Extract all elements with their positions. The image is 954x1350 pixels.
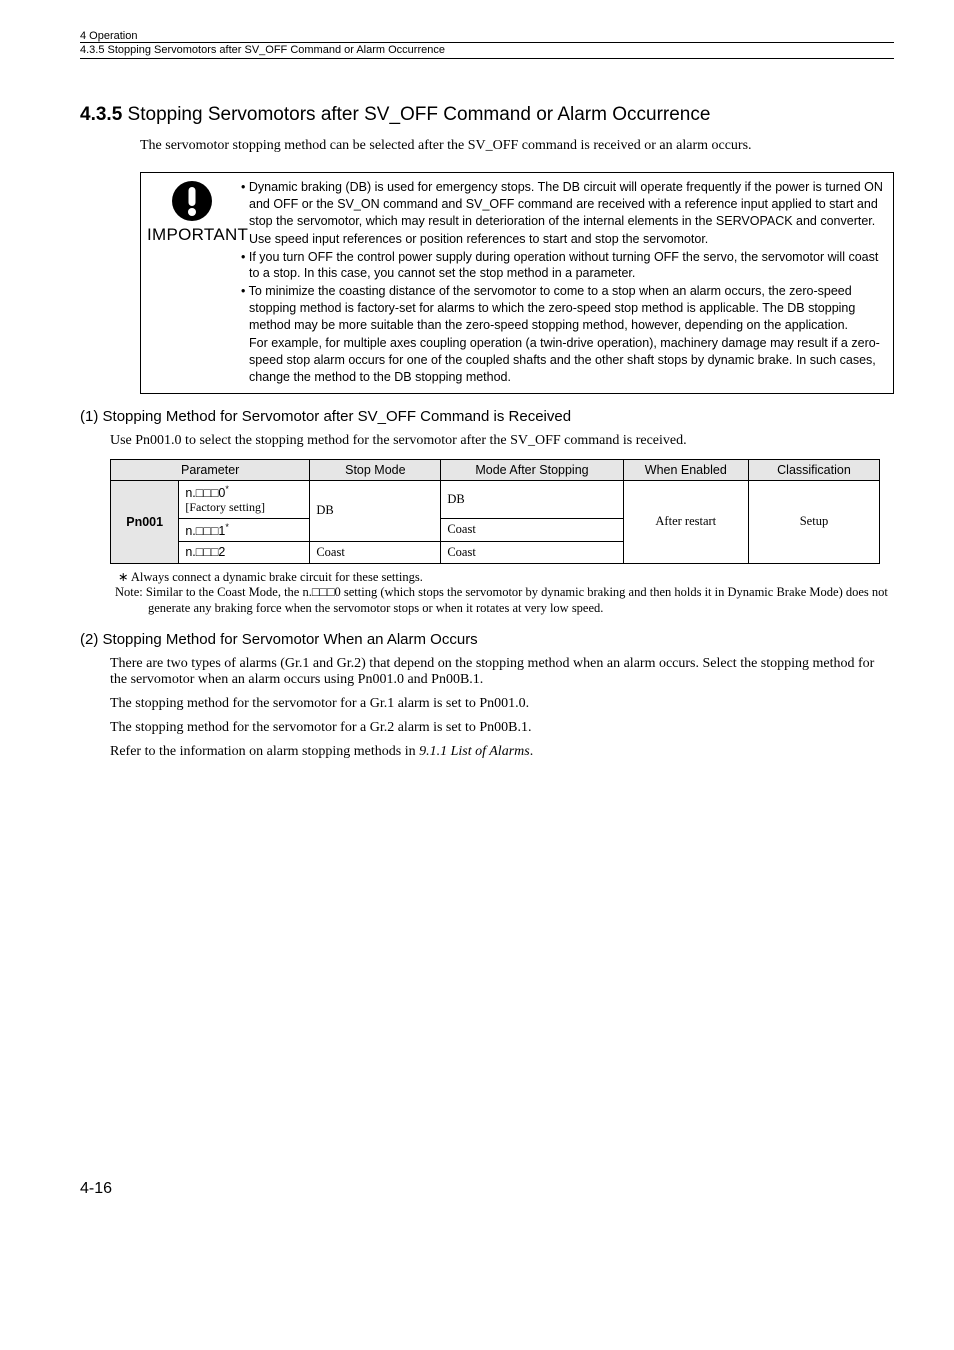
page: 4 Operation 4.3.5 Stopping Servomotors a… (0, 0, 954, 1228)
after-cell: Coast (441, 518, 623, 541)
param-cell: n.□□□2 (179, 541, 310, 563)
th-classification: Classification (748, 459, 879, 480)
subsection-heading: (2) Stopping Method for Servomotor When … (80, 631, 894, 648)
after-cell: DB (441, 480, 623, 518)
paragraph: There are two types of alarms (Gr.1 and … (110, 656, 894, 688)
subsection-number: (1) (80, 408, 98, 425)
paragraph: The stopping method for the servomotor f… (110, 720, 894, 736)
callout-bullet: To minimize the coasting distance of the… (237, 283, 885, 334)
param-cell: n.□□□1* (179, 518, 310, 541)
th-stop-mode: Stop Mode (310, 459, 441, 480)
factory-setting: [Factory setting] (185, 500, 265, 514)
note-text: Note: Similar to the Coast Mode, the n.□… (110, 585, 894, 616)
subsection-title: Stopping Method for Servomotor after SV_… (103, 408, 572, 425)
ref-prefix: Refer to the information on alarm stoppi… (110, 744, 419, 759)
param-sup: * (225, 522, 229, 532)
section-title: 4.3.5 Stopping Servomotors after SV_OFF … (80, 104, 894, 126)
ref-suffix: . (530, 744, 534, 759)
classification-cell: Setup (748, 480, 879, 563)
asterisk-note: ∗ Always connect a dynamic brake circuit… (110, 570, 894, 586)
table-notes: ∗ Always connect a dynamic brake circuit… (110, 570, 894, 617)
param-value: n.□□□1 (185, 524, 225, 538)
header-chapter: 4 Operation (80, 30, 894, 43)
table-header-row: Parameter Stop Mode Mode After Stopping … (111, 459, 880, 480)
param-sup: * (225, 484, 229, 494)
page-number: 4-16 (80, 1180, 894, 1198)
subsection-heading: (1) Stopping Method for Servomotor after… (80, 408, 894, 425)
important-callout: IMPORTANT Dynamic braking (DB) is used f… (140, 172, 894, 394)
header-section: 4.3.5 Stopping Servomotors after SV_OFF … (80, 44, 894, 59)
paragraph: The stopping method for the servomotor f… (110, 696, 894, 712)
subsection-title: Stopping Method for Servomotor When an A… (103, 631, 478, 648)
th-parameter: Parameter (111, 459, 310, 480)
section-subtitle: The servomotor stopping method can be se… (140, 138, 894, 154)
stop-mode-cell: DB (310, 480, 441, 541)
stop-mode-cell: Coast (310, 541, 441, 563)
after-cell: Coast (441, 541, 623, 563)
callout-icon-column: IMPORTANT (147, 179, 237, 245)
callout-continuation: Use speed input references or position r… (237, 231, 885, 248)
important-label: IMPORTANT (147, 225, 237, 245)
ref-link: 9.1.1 List of Alarms (419, 744, 530, 759)
parameter-table: Parameter Stop Mode Mode After Stopping … (110, 459, 880, 564)
param-cell: n.□□□0* [Factory setting] (179, 480, 310, 518)
callout-bullet: Dynamic braking (DB) is used for emergen… (237, 179, 885, 230)
table-row: Pn001 n.□□□0* [Factory setting] DB DB Af… (111, 480, 880, 518)
param-value: n.□□□2 (185, 545, 225, 559)
section-number: 4.3.5 (80, 104, 122, 125)
when-enabled-cell: After restart (623, 480, 748, 563)
subsection-number: (2) (80, 631, 98, 648)
th-when-enabled: When Enabled (623, 459, 748, 480)
paragraph: Refer to the information on alarm stoppi… (110, 744, 894, 760)
subsection-intro: Use Pn001.0 to select the stopping metho… (110, 433, 894, 449)
important-icon (170, 179, 214, 223)
pn-label-cell: Pn001 (111, 480, 179, 563)
callout-bullet: If you turn OFF the control power supply… (237, 249, 885, 283)
callout-text: Dynamic braking (DB) is used for emergen… (237, 179, 885, 387)
section-text: Stopping Servomotors after SV_OFF Comman… (128, 104, 711, 125)
th-mode-after: Mode After Stopping (441, 459, 623, 480)
param-value: n.□□□0 (185, 486, 225, 500)
callout-continuation: For example, for multiple axes coupling … (237, 335, 885, 386)
